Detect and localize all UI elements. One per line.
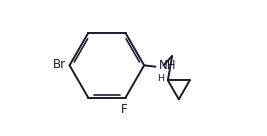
Text: F: F	[121, 103, 127, 116]
Text: H: H	[157, 74, 164, 83]
Text: NH: NH	[159, 59, 176, 72]
Text: Br: Br	[53, 58, 66, 71]
